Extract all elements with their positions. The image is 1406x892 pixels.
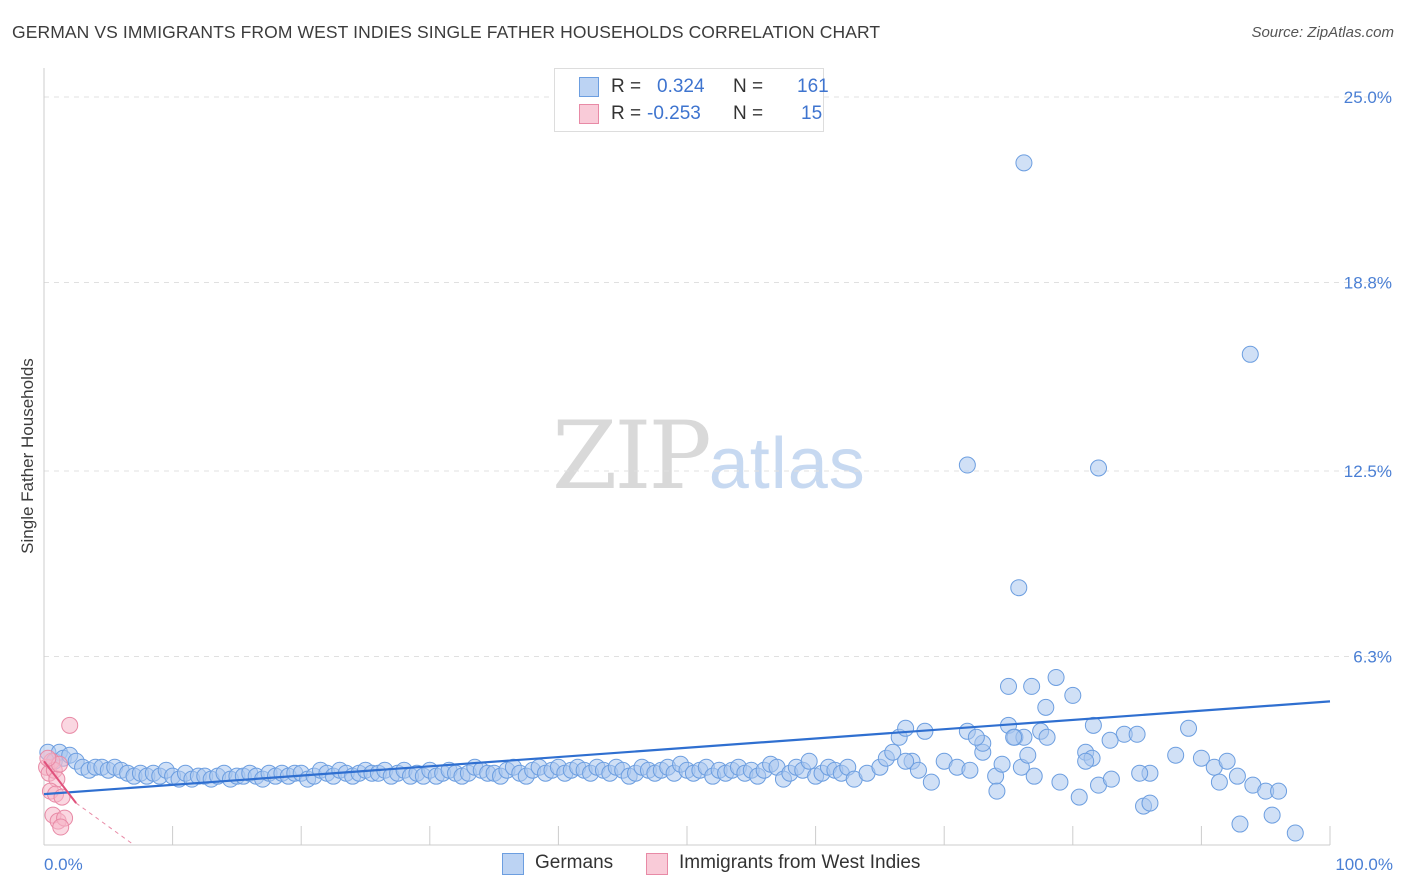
watermark-atlas: atlas <box>708 424 866 504</box>
germans-point <box>1263 806 1281 824</box>
germans-point <box>988 782 1006 800</box>
germans-point <box>1037 698 1055 716</box>
y-tick-label: 18.8% <box>1344 274 1392 293</box>
legend-r-label: R = <box>611 103 642 124</box>
germans-point <box>1000 677 1017 695</box>
germans-point <box>1077 752 1095 770</box>
germans-point <box>1102 770 1120 788</box>
y-tick-label: 12.5% <box>1344 462 1392 481</box>
germans-point <box>897 752 915 770</box>
germans-point <box>1015 154 1033 172</box>
legend-swatch-germans <box>579 77 599 97</box>
germans-point <box>800 752 818 770</box>
germans-point <box>993 755 1011 773</box>
germans-point <box>1005 728 1023 746</box>
germans-point <box>1038 728 1056 746</box>
watermark-zip: ZIP <box>552 402 712 511</box>
legend-r-value: 0.324 <box>657 76 705 97</box>
source-label: Source: ZipAtlas.com <box>1251 24 1394 41</box>
legend-n-value: 15 <box>801 103 823 124</box>
westindies-trend-line <box>43 760 77 804</box>
germans-point <box>1047 668 1065 686</box>
germans-point <box>1241 345 1259 363</box>
germans-point <box>1141 794 1159 812</box>
legend-n-label: N = <box>733 103 764 124</box>
germans-trend-line <box>43 700 1331 796</box>
germans-point <box>1101 731 1119 749</box>
germans-point <box>1051 773 1069 791</box>
bottom-legend-label-westindies: Immigrants from West Indies <box>679 852 921 873</box>
germans-point <box>1064 686 1082 704</box>
germans-point <box>1167 746 1185 764</box>
legend-n-label: N = <box>733 76 764 97</box>
watermark: ZIPatlas <box>552 402 866 511</box>
legend-r-value: -0.253 <box>647 103 701 124</box>
westindies-trend-extension <box>75 802 135 846</box>
germans-point <box>909 761 927 779</box>
legend-swatch-westindies <box>579 104 599 124</box>
germans-point <box>897 719 915 737</box>
westindies-point <box>39 749 57 767</box>
chart-title: GERMAN VS IMMIGRANTS FROM WEST INDIES SI… <box>12 22 881 42</box>
germans-point <box>1228 767 1246 785</box>
westindies-point <box>52 818 70 836</box>
germans-point <box>1128 725 1146 743</box>
x-tick-label: 100.0% <box>1335 855 1393 874</box>
germans-point <box>922 773 940 791</box>
germans-point <box>1218 752 1236 770</box>
germans-point <box>1084 716 1102 734</box>
germans-point <box>1019 746 1037 764</box>
correlation-legend: R = 0.324 N = 161 R = -0.253 N = 15 <box>554 68 829 132</box>
germans-point <box>1192 749 1210 767</box>
x-tick-label: 0.0% <box>44 855 83 874</box>
germans-point <box>1025 767 1043 785</box>
germans-point <box>1131 764 1149 782</box>
westindies-point <box>61 716 79 734</box>
germans-point <box>961 761 979 779</box>
germans-point <box>1286 824 1304 842</box>
bottom-legend-swatch-westindies <box>646 853 668 875</box>
germans-point <box>1270 782 1288 800</box>
germans-point <box>1023 677 1041 695</box>
legend-n-value: 161 <box>797 76 829 97</box>
germans-point <box>1010 579 1028 597</box>
germans-point <box>884 743 902 761</box>
y-tick-label: 25.0% <box>1344 88 1392 107</box>
germans-point <box>1180 719 1198 737</box>
y-tick-label: 6.3% <box>1353 648 1392 667</box>
germans-point <box>1070 788 1088 806</box>
germans-point <box>1231 815 1249 833</box>
bottom-legend-label-germans: Germans <box>535 852 614 873</box>
germans-point <box>967 728 985 746</box>
bottom-legend-swatch-germans <box>502 853 524 875</box>
germans-point <box>1090 459 1108 477</box>
legend-r-label: R = <box>611 76 642 97</box>
germans-point <box>958 456 976 474</box>
germans-point <box>1210 773 1228 791</box>
